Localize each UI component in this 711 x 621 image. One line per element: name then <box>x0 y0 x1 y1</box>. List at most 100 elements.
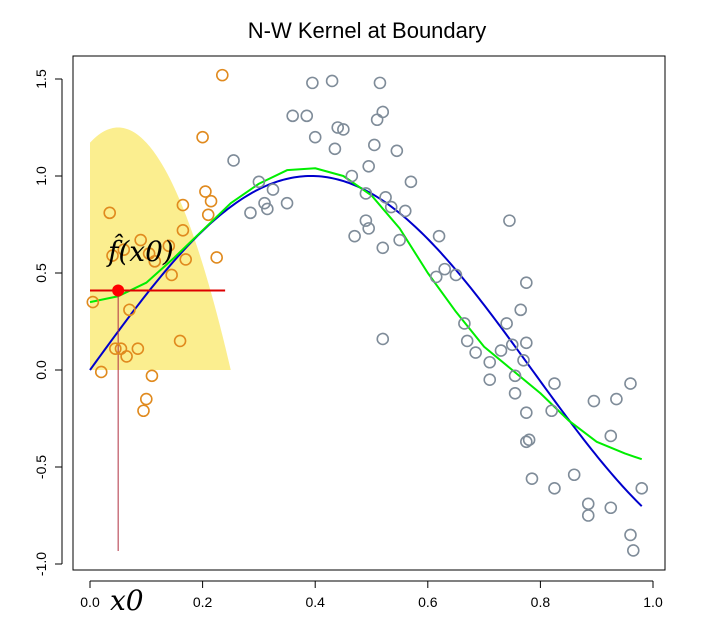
data-point <box>483 373 497 387</box>
data-point <box>308 130 322 144</box>
data-point <box>567 468 581 482</box>
data-point <box>604 429 618 443</box>
data-point-in-window <box>204 194 218 208</box>
data-point <box>432 229 446 243</box>
data-point <box>300 109 314 123</box>
x-tick-label: 1.0 <box>643 594 663 610</box>
data-point <box>373 76 387 90</box>
data-point <box>548 482 561 495</box>
data-point-in-window <box>176 198 190 212</box>
x-tick-label: 0.2 <box>193 594 213 610</box>
data-point <box>348 229 361 243</box>
data-point-in-window <box>201 208 215 222</box>
data-point <box>429 270 443 284</box>
y-tick-label: 0.5 <box>33 263 49 283</box>
data-point <box>626 544 640 557</box>
data-point <box>258 196 271 210</box>
data-point-in-window <box>123 303 136 317</box>
data-point-in-window <box>210 251 223 264</box>
data-point <box>458 317 471 330</box>
data-point <box>508 386 522 400</box>
data-point-in-window <box>145 369 159 383</box>
data-point <box>370 113 384 127</box>
data-point <box>252 175 266 189</box>
data-point-in-window <box>120 350 133 363</box>
x-tick-label: 0.4 <box>305 594 325 610</box>
data-point-in-window <box>103 206 117 220</box>
data-point <box>449 268 463 282</box>
data-point-in-window <box>199 185 212 198</box>
data-point-in-window <box>165 268 178 282</box>
data-point-in-window <box>140 392 153 406</box>
data-point <box>345 169 359 183</box>
data-point <box>362 160 375 173</box>
y-tick-label: -1.0 <box>33 552 49 576</box>
data-point <box>610 392 623 406</box>
data-point-in-window <box>86 295 100 309</box>
data-point <box>331 121 345 134</box>
data-point <box>545 404 558 418</box>
data-point-in-window <box>106 249 119 262</box>
data-point <box>500 317 513 330</box>
data-point <box>393 233 406 247</box>
data-point <box>520 336 533 350</box>
data-point <box>503 214 516 227</box>
data-point <box>359 214 373 227</box>
data-point <box>494 344 508 357</box>
data-point <box>505 338 519 352</box>
data-point <box>376 105 390 119</box>
data-point-in-window <box>196 130 209 144</box>
x-tick-label: 0.8 <box>531 594 551 610</box>
data-point <box>624 377 637 390</box>
x-tick-label: 0.0 <box>80 594 100 610</box>
data-point <box>508 369 522 383</box>
data-point <box>522 433 536 447</box>
data-point <box>520 276 533 290</box>
data-point <box>514 303 527 317</box>
data-point-in-window <box>173 334 187 348</box>
data-point <box>379 191 392 204</box>
chart-title: N-W Kernel at Boundary <box>248 18 486 43</box>
data-point <box>325 74 339 88</box>
data-point <box>286 109 299 123</box>
data-point-in-window <box>131 342 145 355</box>
data-point-in-window <box>162 239 176 253</box>
data-point <box>328 142 342 156</box>
data-point <box>548 377 561 390</box>
data-point <box>227 154 240 167</box>
data-point <box>359 187 373 200</box>
data-point-in-window <box>148 255 162 268</box>
data-point <box>337 123 350 136</box>
data-point <box>604 501 618 515</box>
data-point <box>398 204 412 218</box>
data-point-in-window <box>179 253 193 266</box>
data-point-in-window <box>109 342 122 355</box>
data-point <box>581 497 595 511</box>
data-point <box>244 206 257 220</box>
data-point <box>261 202 274 216</box>
data-point <box>376 241 390 255</box>
data-point <box>525 472 539 485</box>
x0-label: x0 <box>110 584 144 617</box>
data-point-in-window <box>94 365 108 379</box>
plot-frame <box>72 55 666 571</box>
data-point <box>266 183 280 196</box>
data-point-in-window <box>134 233 147 247</box>
data-point <box>624 528 637 542</box>
y-tick-label: 1.0 <box>33 166 49 186</box>
data-point <box>376 332 390 346</box>
data-point <box>460 334 474 348</box>
data-point <box>635 482 649 495</box>
data-point <box>306 76 319 90</box>
fhat-label: f̂(x0) <box>106 234 174 268</box>
y-tick-label: 0.0 <box>33 360 49 380</box>
data-point <box>280 196 294 210</box>
data-point <box>483 355 497 369</box>
data-point <box>362 222 375 235</box>
y-tick-label: 1.5 <box>33 69 49 89</box>
data-point <box>404 175 418 189</box>
data-point <box>384 200 398 214</box>
data-point <box>469 346 482 359</box>
data-point <box>520 406 533 419</box>
